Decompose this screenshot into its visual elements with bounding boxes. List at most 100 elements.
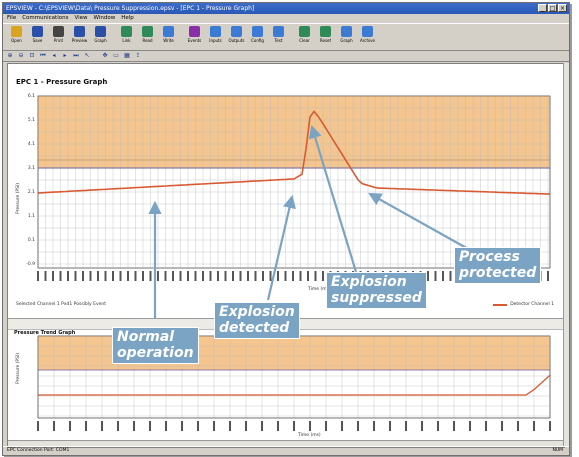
y-tick: 3.1 [27, 166, 35, 171]
export-icon[interactable]: ⇪ [135, 51, 141, 59]
x-tick-label [501, 421, 503, 431]
link-icon [121, 26, 132, 37]
toolbar-inputs-button[interactable]: Inputs [205, 24, 226, 48]
toolbar-preview-button[interactable]: Preview [69, 24, 90, 48]
menu-window[interactable]: Window [93, 15, 116, 21]
x-tick-label [89, 271, 92, 281]
x-tick-label [405, 421, 407, 431]
next-icon[interactable]: ▸ [63, 51, 67, 59]
trend-icon [341, 26, 352, 37]
toolbar-print-button[interactable]: Print [48, 24, 69, 48]
toolbar-events-button[interactable]: Events [184, 24, 205, 48]
x-tick-label [314, 271, 317, 281]
preview-icon [74, 26, 85, 37]
x-tick-label [547, 271, 549, 281]
toolbar-outputs-button[interactable]: Outputs [226, 24, 247, 48]
toolbar-config-button[interactable]: Config [247, 24, 268, 48]
y-tick: 6.1 [27, 94, 35, 99]
x-tick-label [421, 421, 423, 431]
zoom-fit-icon[interactable]: ⊡ [29, 51, 35, 59]
toolbar-test-button[interactable]: Test [268, 24, 289, 48]
callout-text: Process protected [459, 249, 537, 281]
toolbar-graph-button[interactable]: Graph [336, 24, 357, 48]
toolbar-open-button[interactable]: Open [6, 24, 27, 48]
pressure-trace [37, 110, 551, 195]
x-tick-label [172, 271, 174, 281]
trend-trace [38, 374, 551, 396]
pressure-chart [37, 95, 551, 431]
y-tick: 0.1 [27, 238, 35, 243]
prev-icon[interactable]: ◂ [52, 51, 56, 59]
x-tick-label [442, 271, 444, 281]
menu-view[interactable]: View [74, 15, 88, 21]
x-tick-label [245, 421, 247, 431]
x-tick-label [533, 421, 535, 431]
callout-explosion-detected: Explosion detected [214, 302, 300, 339]
x-tick-label [197, 421, 199, 431]
window-title: EPSVIEW - C:\EPSVIEW\Data\ Pressure Supp… [6, 5, 255, 12]
x-tick-label [37, 421, 39, 431]
zoom-out-icon[interactable]: ⊖ [18, 51, 24, 59]
x-tick-label [262, 271, 264, 281]
x-tick-label [127, 271, 129, 281]
toolbar-label: Link [122, 38, 131, 43]
grid-icon[interactable]: ▦ [124, 51, 130, 59]
pan-icon[interactable]: ✥ [102, 51, 108, 59]
x-tick-label [277, 271, 279, 281]
x-tick-label [37, 271, 39, 281]
x-tick-label [517, 421, 519, 431]
maximize-button[interactable]: □ [548, 4, 557, 12]
close-button[interactable]: × [558, 4, 567, 12]
menu-communications[interactable]: Communications [22, 15, 69, 21]
archive-icon [362, 26, 373, 37]
x-tick-label [373, 421, 375, 431]
x-tick-label [59, 271, 62, 281]
x-tick-label [325, 421, 327, 431]
y-tick: 4.1 [27, 142, 35, 147]
x-tick-label [437, 421, 439, 431]
toolbar-write-button[interactable]: Write [158, 24, 179, 48]
minimize-button[interactable]: _ [538, 4, 547, 12]
x-tick-label [52, 271, 54, 281]
select-icon[interactable]: ▭ [113, 51, 119, 59]
toolbar-label: Outputs [228, 38, 245, 43]
x-tick-label [341, 421, 343, 431]
x-tick-label [134, 271, 137, 281]
document-area: EPC 1 - Pressure Graph Pressure (PSI) 6.… [7, 63, 565, 448]
test-icon [273, 26, 284, 37]
toolbar-label: Config [251, 38, 264, 43]
callout-text: Explosion detected [219, 304, 295, 336]
toolbar-reset-button[interactable]: Reset [315, 24, 336, 48]
last-icon[interactable]: ⏭ [73, 51, 79, 59]
toolbar-read-button[interactable]: Read [137, 24, 158, 48]
toolbar-clear-button[interactable]: Clear [294, 24, 315, 48]
x-tick-label [67, 271, 69, 281]
x-tick-label [202, 271, 204, 281]
toolbar-link-button[interactable]: Link [116, 24, 137, 48]
callout-explosion-suppressed: Explosion suppressed [326, 272, 427, 309]
vertical-scrollbar[interactable] [563, 63, 569, 446]
toolbar-graph-button[interactable]: Graph [90, 24, 111, 48]
x-tick-label [232, 271, 234, 281]
toolbar-save-button[interactable]: Save [27, 24, 48, 48]
x-tick-label [74, 271, 77, 281]
menu-file[interactable]: File [7, 15, 17, 21]
x-tick-label [357, 421, 359, 431]
toolbar-archive-button[interactable]: Archive [357, 24, 378, 48]
cursor-icon[interactable]: ↖ [84, 51, 90, 59]
x-tick-label [53, 421, 55, 431]
first-icon[interactable]: ⏮ [40, 51, 46, 59]
x-tick-label [82, 271, 84, 281]
graph-toolbar: ⊕ ⊖ ⊡ ⏮ ◂ ▸ ⏭ ↖ ✥ ▭ ▦ ⇪ [3, 50, 569, 62]
x-tick-label [449, 271, 452, 281]
zoom-in-icon[interactable]: ⊕ [7, 51, 13, 59]
trend-title: Pressure Trend Graph [14, 330, 76, 336]
horizontal-scrollbar[interactable] [8, 440, 564, 447]
toolbar-label: Test [274, 38, 283, 43]
x-tick-label [119, 271, 122, 281]
menu-help[interactable]: Help [121, 15, 134, 21]
x-tick-label [247, 271, 249, 281]
x-tick-label [427, 271, 429, 281]
toolbar-label: Clear [299, 38, 310, 43]
